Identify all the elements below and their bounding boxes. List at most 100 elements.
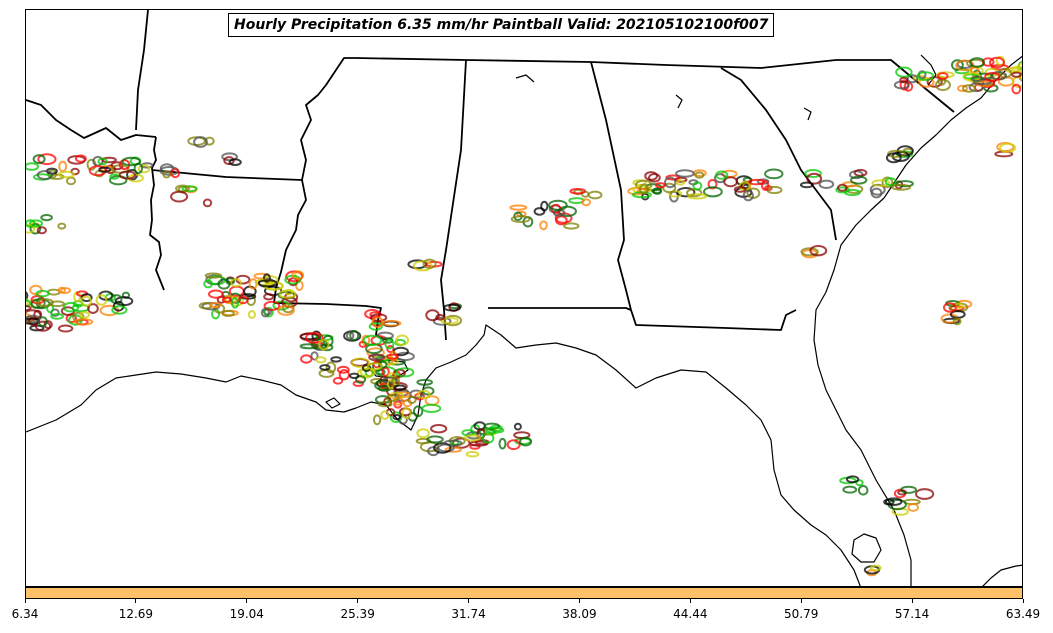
precip-blob bbox=[563, 222, 580, 230]
precip-blob bbox=[336, 365, 350, 374]
precip-blob bbox=[40, 214, 53, 222]
precip-blob bbox=[519, 436, 533, 447]
precip-blob bbox=[170, 168, 181, 179]
precip-blob bbox=[799, 181, 814, 189]
precip-blob bbox=[310, 351, 319, 361]
precip-blob bbox=[855, 479, 864, 487]
precip-blob bbox=[193, 136, 208, 148]
precip-blob bbox=[60, 287, 71, 294]
precip-blob bbox=[957, 84, 968, 93]
colorbar-tick-label: 6.34 bbox=[11, 607, 39, 621]
precip-blob bbox=[885, 152, 902, 164]
precip-blob bbox=[764, 168, 784, 180]
precip-blob bbox=[842, 485, 858, 494]
precip-blob bbox=[385, 394, 400, 402]
precip-blob bbox=[883, 498, 895, 506]
map-panel bbox=[25, 9, 1023, 587]
precip-blob bbox=[533, 207, 546, 216]
lake-ga bbox=[675, 94, 683, 109]
lake-sc bbox=[803, 107, 812, 121]
precip-blob bbox=[359, 367, 376, 378]
precip-blob bbox=[118, 170, 137, 180]
precip-blob bbox=[806, 172, 823, 185]
precip-blob bbox=[498, 437, 507, 450]
precip-blob bbox=[346, 331, 355, 341]
precip-blob bbox=[217, 278, 231, 290]
coastline bbox=[26, 54, 1022, 586]
precip-blob bbox=[263, 293, 275, 301]
colorbar-tick-mark bbox=[468, 599, 470, 603]
precip-blob bbox=[664, 176, 677, 189]
precip-blob bbox=[916, 71, 935, 81]
precip-blob bbox=[26, 298, 29, 307]
boundary-ms-al bbox=[440, 59, 467, 341]
colorbar-tick-label: 57.14 bbox=[894, 607, 930, 621]
precip-blob bbox=[513, 422, 522, 431]
boundary-la-ms-south bbox=[273, 302, 387, 341]
precip-blob bbox=[707, 179, 718, 190]
precip-blob bbox=[903, 81, 914, 92]
precip-blob bbox=[694, 171, 705, 179]
precip-blob bbox=[397, 391, 411, 399]
precip-blob bbox=[426, 435, 444, 444]
precip-blob bbox=[970, 75, 985, 83]
precip-blob bbox=[432, 316, 452, 326]
precip-blob bbox=[433, 442, 452, 454]
precip-blob bbox=[869, 564, 882, 572]
precip-blob bbox=[277, 305, 295, 316]
precip-blob bbox=[416, 428, 430, 439]
precip-blob bbox=[237, 295, 249, 305]
boundary-ar-ok bbox=[135, 10, 149, 131]
precip-blob bbox=[380, 410, 390, 420]
precip-blob bbox=[481, 432, 495, 444]
precip-blob bbox=[857, 485, 869, 496]
state-boundaries bbox=[26, 10, 955, 341]
precip-blob bbox=[36, 226, 47, 235]
precip-blob bbox=[915, 488, 935, 500]
precip-blob bbox=[98, 166, 112, 173]
precip-blob bbox=[35, 289, 50, 298]
precip-blob bbox=[208, 289, 224, 299]
precip-blob bbox=[26, 314, 41, 324]
precip-blob bbox=[900, 485, 917, 494]
precip-blob bbox=[569, 188, 587, 195]
precip-blob bbox=[392, 414, 402, 421]
precip-blob bbox=[907, 502, 920, 512]
precip-blob bbox=[62, 301, 80, 313]
precip-blob bbox=[330, 356, 342, 363]
precip-blob bbox=[951, 59, 964, 71]
coastline-gulf bbox=[26, 324, 861, 586]
precip-blob bbox=[692, 181, 703, 191]
colorbar-tick-label: 19.04 bbox=[229, 607, 264, 621]
boundary-fl-ga bbox=[630, 309, 797, 331]
precip-blob bbox=[401, 407, 412, 420]
precip-blob bbox=[208, 302, 222, 309]
precip-blob bbox=[943, 302, 957, 313]
boundary-fl-al bbox=[488, 307, 632, 311]
precip-blob bbox=[430, 424, 448, 434]
precip-blob bbox=[355, 375, 367, 384]
precip-blob bbox=[263, 306, 274, 318]
precip-blob bbox=[687, 193, 708, 200]
precip-blob bbox=[1011, 83, 1022, 95]
precip-blob bbox=[1010, 65, 1022, 73]
colorbar-tick-mark bbox=[689, 599, 691, 603]
precip-blob bbox=[26, 224, 36, 234]
precip-blob bbox=[262, 273, 271, 283]
precip-blob bbox=[969, 57, 985, 68]
precip-blob bbox=[349, 330, 360, 341]
precip-blob bbox=[370, 313, 388, 322]
precip-blob bbox=[766, 185, 783, 195]
precip-blob bbox=[228, 158, 242, 166]
precip-blob bbox=[181, 185, 198, 193]
precip-blob bbox=[896, 180, 914, 188]
precip-blob bbox=[665, 174, 681, 181]
coastline-atlantic bbox=[813, 55, 1022, 586]
lake-al bbox=[515, 74, 535, 83]
coastline-fl-keys bbox=[982, 564, 1022, 586]
precip-blob bbox=[845, 475, 860, 484]
precip-blob bbox=[937, 72, 949, 80]
precip-blob bbox=[58, 160, 68, 173]
precip-blob bbox=[318, 338, 330, 351]
precip-blob bbox=[80, 293, 93, 303]
